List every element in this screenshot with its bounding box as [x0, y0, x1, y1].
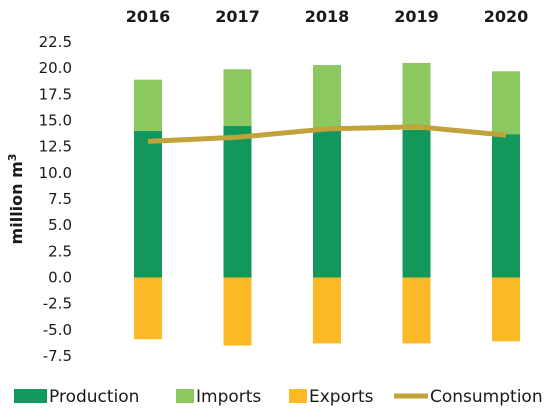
legend-label-consumption: Consumption — [430, 387, 543, 407]
y-tick-label: 10.0 — [39, 164, 72, 182]
bar-production-2018 — [313, 128, 341, 278]
bar-exports-2019 — [402, 277, 431, 344]
bar-imports-2016 — [134, 79, 162, 131]
x-category-label: 2017 — [215, 7, 260, 26]
x-category-label: 2016 — [126, 7, 171, 26]
y-axis-title-main: million m — [7, 161, 26, 244]
legend-swatch-production — [14, 389, 47, 403]
legend-label-exports: Exports — [309, 387, 374, 407]
y-tick-label: 7.5 — [48, 190, 72, 208]
legend: Production Imports Exports Consumption — [14, 387, 543, 407]
y-axis-title-superscript: 3 — [6, 154, 19, 162]
line-consumption — [147, 124, 507, 144]
x-axis: 2016 2017 2018 2019 2020 — [126, 7, 529, 26]
bar-exports-2016 — [134, 277, 162, 340]
legend-item-imports: Imports — [176, 387, 261, 407]
legend-label-production: Production — [49, 387, 139, 407]
bar-exports-2020 — [492, 277, 520, 342]
legend-label-imports: Imports — [196, 387, 261, 407]
y-tick-label: 15.0 — [39, 112, 72, 130]
y-tick-label: 12.5 — [39, 138, 72, 156]
y-tick-label: -5.0 — [43, 321, 72, 339]
legend-swatch-exports — [289, 389, 307, 403]
y-tick-label: 20.0 — [39, 59, 72, 77]
bar-exports-2017 — [223, 277, 252, 346]
bar-imports-2018 — [313, 65, 341, 129]
x-category-label: 2018 — [305, 7, 350, 26]
bar-exports-2018 — [313, 277, 341, 344]
y-tick-label: -2.5 — [43, 295, 72, 313]
bar-imports-2020 — [492, 71, 520, 135]
x-category-label: 2019 — [394, 7, 439, 26]
legend-item-production: Production — [14, 387, 139, 407]
legend-item-consumption: Consumption — [394, 387, 543, 407]
y-tick-label: 5.0 — [48, 216, 72, 234]
x-category-label: 2020 — [484, 7, 529, 26]
y-tick-label: -7.5 — [43, 347, 72, 365]
y-axis-title: million m3 — [6, 154, 26, 245]
y-tick-label: 2.5 — [48, 242, 72, 260]
legend-item-exports: Exports — [289, 387, 374, 407]
y-tick-label: 17.5 — [39, 85, 72, 103]
y-tick-label: 0.0 — [48, 269, 72, 287]
bar-production-2016 — [134, 130, 162, 278]
bar-production-2019 — [402, 129, 431, 278]
bar-imports-2019 — [402, 62, 431, 130]
bar-production-2020 — [492, 134, 520, 278]
y-axis: 22.5 20.0 17.5 15.0 12.5 10.0 7.5 5.0 2.5 0.0 -2.5… — [39, 33, 72, 365]
bar-production-2017 — [223, 125, 252, 278]
y-tick-label: 22.5 — [39, 33, 72, 51]
line-layer — [147, 124, 507, 144]
bars-layer — [134, 62, 520, 346]
legend-swatch-imports — [176, 389, 194, 403]
bar-imports-2017 — [223, 69, 252, 126]
